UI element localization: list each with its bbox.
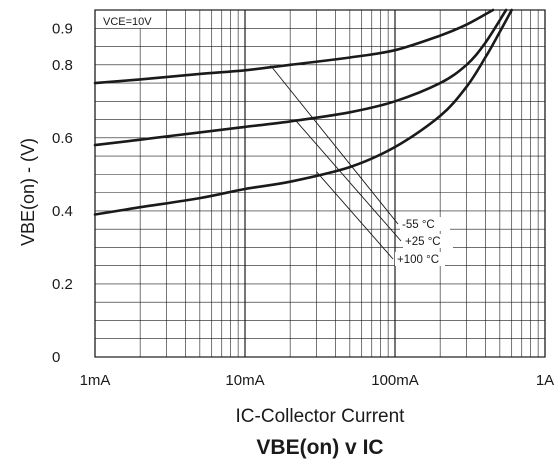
chart-title: VBE(on) v IC bbox=[256, 436, 384, 459]
series-line bbox=[93, 8, 508, 147]
y-tick-label: 0.4 bbox=[52, 203, 73, 220]
series-curves bbox=[93, 8, 513, 216]
leader-line bbox=[270, 65, 399, 225]
x-tick-label: 1mA bbox=[80, 372, 111, 389]
series-line bbox=[93, 8, 513, 216]
x-tick-label: 100mA bbox=[371, 372, 419, 389]
series-label: +25 °C bbox=[405, 236, 441, 248]
series-label: +100 °C bbox=[397, 254, 439, 266]
y-tick-label: 0.6 bbox=[52, 130, 73, 147]
series-line bbox=[93, 8, 495, 85]
condition-label: VCE=10V bbox=[99, 11, 159, 28]
y-tick-labels: 0 0.2 0.4 0.6 0.8 0.9 bbox=[52, 20, 73, 366]
plot-frame bbox=[94, 9, 546, 358]
x-axis-label: IC-Collector Current bbox=[235, 406, 405, 427]
y-tick-label: 0 bbox=[52, 349, 60, 366]
y-tick-label: 0.9 bbox=[52, 20, 73, 37]
y-axis-label: VBE(on) - (V) bbox=[18, 137, 38, 247]
x-tick-label: 1A bbox=[536, 372, 554, 389]
condition-text: VCE=10V bbox=[103, 16, 152, 28]
x-tick-label: 10mA bbox=[225, 372, 264, 389]
y-tick-label: 0.8 bbox=[52, 57, 73, 74]
label-background bbox=[403, 234, 453, 248]
series-label: -55 °C bbox=[402, 219, 435, 231]
leader-line bbox=[294, 119, 402, 242]
label-background bbox=[395, 252, 445, 266]
label-background bbox=[400, 217, 450, 231]
temperature-annotations: -55 °C +25 °C +100 °C bbox=[270, 65, 453, 266]
leader-line bbox=[316, 171, 394, 260]
y-tick-label: 0.2 bbox=[52, 276, 73, 293]
x-tick-labels: 1mA 10mA 100mA 1A bbox=[80, 372, 555, 389]
